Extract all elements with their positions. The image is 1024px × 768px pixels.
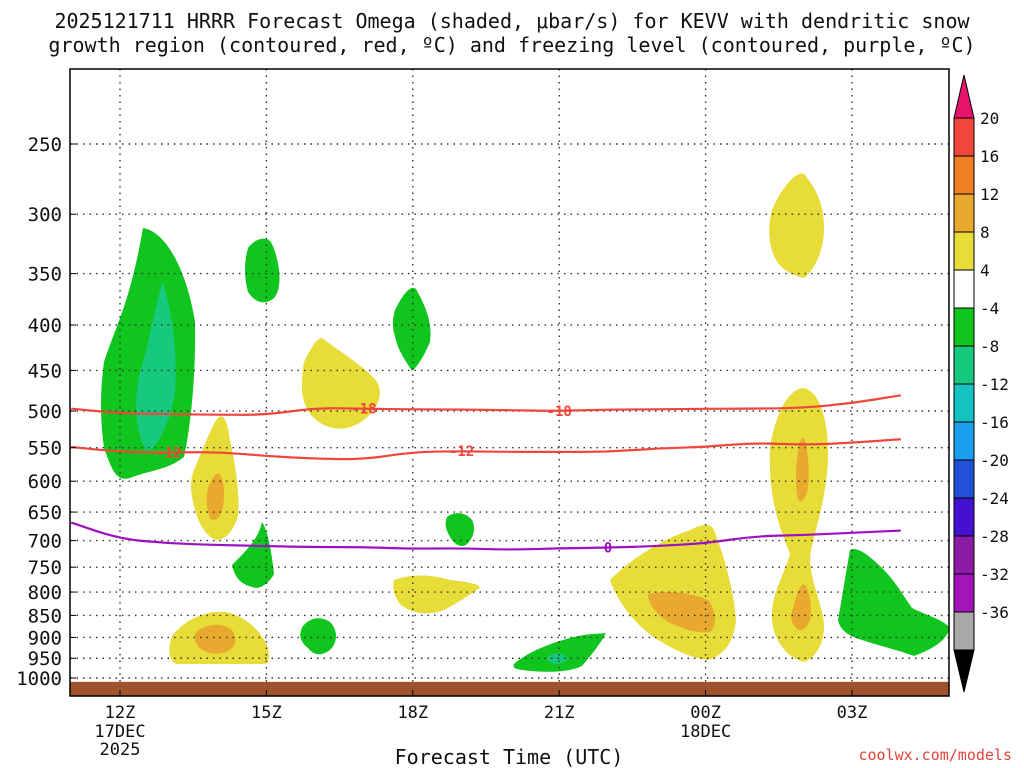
x-tick-label: 15Z (251, 703, 282, 723)
contour-line--18 (71, 394, 901, 416)
x-tick-label: 00Z (690, 703, 721, 723)
colorbar-band (953, 573, 975, 613)
y-tick-label: 650 (28, 502, 62, 524)
colorbar-band (953, 307, 975, 347)
colorbar-band (953, 497, 975, 537)
x-tick-label: 21Z (544, 703, 575, 723)
omega-ascent-core (206, 473, 225, 520)
y-tick-label: 750 (28, 557, 62, 579)
y-tick-label: 450 (28, 360, 62, 382)
y-tick-label: 400 (28, 315, 62, 337)
x-tick-date: 17DEC (94, 722, 145, 742)
y-tick-label: 800 (28, 582, 62, 604)
omega-descent-core (136, 282, 176, 451)
contour-label--18: -18 (351, 402, 376, 418)
y-tick-label: 850 (28, 605, 62, 627)
omega-descent-region (245, 238, 280, 303)
ground-terrain (70, 681, 949, 696)
colorbar-label: -16 (980, 413, 1009, 432)
colorbar-label: 16 (980, 147, 999, 166)
y-tick-label: 250 (28, 134, 62, 156)
x-axis-label: Forecast Time (UTC) (395, 745, 624, 768)
omega-descent-region (300, 618, 336, 655)
colorbar-label: -28 (980, 527, 1009, 546)
colorbar-band (953, 155, 975, 195)
omega-ascent-core (194, 624, 236, 654)
contour-line-0 (70, 521, 901, 551)
omega-field (101, 173, 949, 672)
x-tick-label: 03Z (837, 703, 868, 723)
ground-fill (70, 681, 949, 696)
source-credit: coolwx.com/models (858, 746, 1012, 764)
omega-descent-region (445, 513, 474, 547)
colorbar-label: 4 (980, 261, 990, 280)
colorbar-band (953, 459, 975, 499)
plot-frame (69, 68, 950, 697)
omega-descent-region (513, 633, 606, 672)
y-tick-label: 950 (28, 648, 62, 670)
omega-descent-region (392, 287, 431, 371)
colorbar-label: 8 (980, 223, 990, 242)
colorbar-band (953, 231, 975, 271)
x-tick-date: 18DEC (680, 722, 731, 742)
omega-descent-core (547, 653, 568, 664)
contour-line--12 (71, 438, 901, 461)
colorbar-band (953, 421, 975, 461)
colorbar-band (953, 611, 975, 651)
omega-ascent-core (648, 592, 716, 633)
colorbar-band (953, 193, 975, 233)
chart-title-line-2: growth region (contoured, red, ºC) and f… (48, 33, 976, 57)
x-tick-year: 2025 (100, 740, 141, 760)
y-tick-label: 600 (28, 471, 62, 493)
omega-ascent-region (393, 575, 480, 614)
colorbar-band (953, 535, 975, 575)
colorbar-label: -36 (980, 603, 1009, 622)
y-tick-label: 900 (28, 627, 62, 649)
colorbar-band (953, 345, 975, 385)
omega-ascent-core (796, 437, 809, 502)
colorbar-label: -24 (980, 489, 1009, 508)
omega-descent-region (232, 522, 274, 588)
y-tick-label: 300 (28, 204, 62, 226)
colorbar-extend-top (953, 74, 975, 119)
colorbar: 20 16 12 8 4 -4 -8 -12 -16 -20 -24 -28 -32 -36 (953, 74, 1009, 693)
omega-ascent-region (302, 338, 380, 429)
colorbar-label: -20 (980, 451, 1009, 470)
colorbar-label: -4 (980, 299, 999, 318)
y-axis: 2503003504004505005506006507007508008509… (16, 134, 76, 690)
contour-label--12: -12 (156, 446, 181, 462)
y-tick-label: 350 (28, 264, 62, 286)
colorbar-label: -32 (980, 565, 1009, 584)
omega-ascent-region (769, 173, 824, 278)
x-tick-label: 18Z (397, 703, 428, 723)
contour-label--18: -18 (547, 404, 572, 420)
colorbar-label: 20 (980, 109, 999, 128)
temperature-contours: -18 -18 -12 -12 0 (70, 394, 901, 557)
colorbar-band (953, 117, 975, 157)
omega-ascent-core (791, 584, 811, 630)
y-tick-label: 550 (28, 438, 62, 460)
colorbar-label: 12 (980, 185, 999, 204)
colorbar-band (953, 383, 975, 423)
colorbar-label: -12 (980, 375, 1009, 394)
y-tick-label: 1000 (16, 668, 62, 690)
y-tick-label: 500 (28, 401, 62, 423)
omega-descent-region (838, 549, 949, 656)
contour-label-0: 0 (604, 541, 612, 557)
colorbar-label: -8 (980, 337, 999, 356)
colorbar-extend-bottom (953, 649, 975, 693)
colorbar-band (953, 269, 975, 309)
contour-label--12: -12 (449, 444, 474, 460)
grid (70, 69, 949, 696)
chart-title-line-1: 2025121711 HRRR Forecast Omega (shaded, … (54, 9, 970, 33)
y-tick-label: 700 (28, 531, 62, 553)
x-tick-label: 12Z (105, 703, 136, 723)
omega-ascent-region (769, 388, 828, 662)
